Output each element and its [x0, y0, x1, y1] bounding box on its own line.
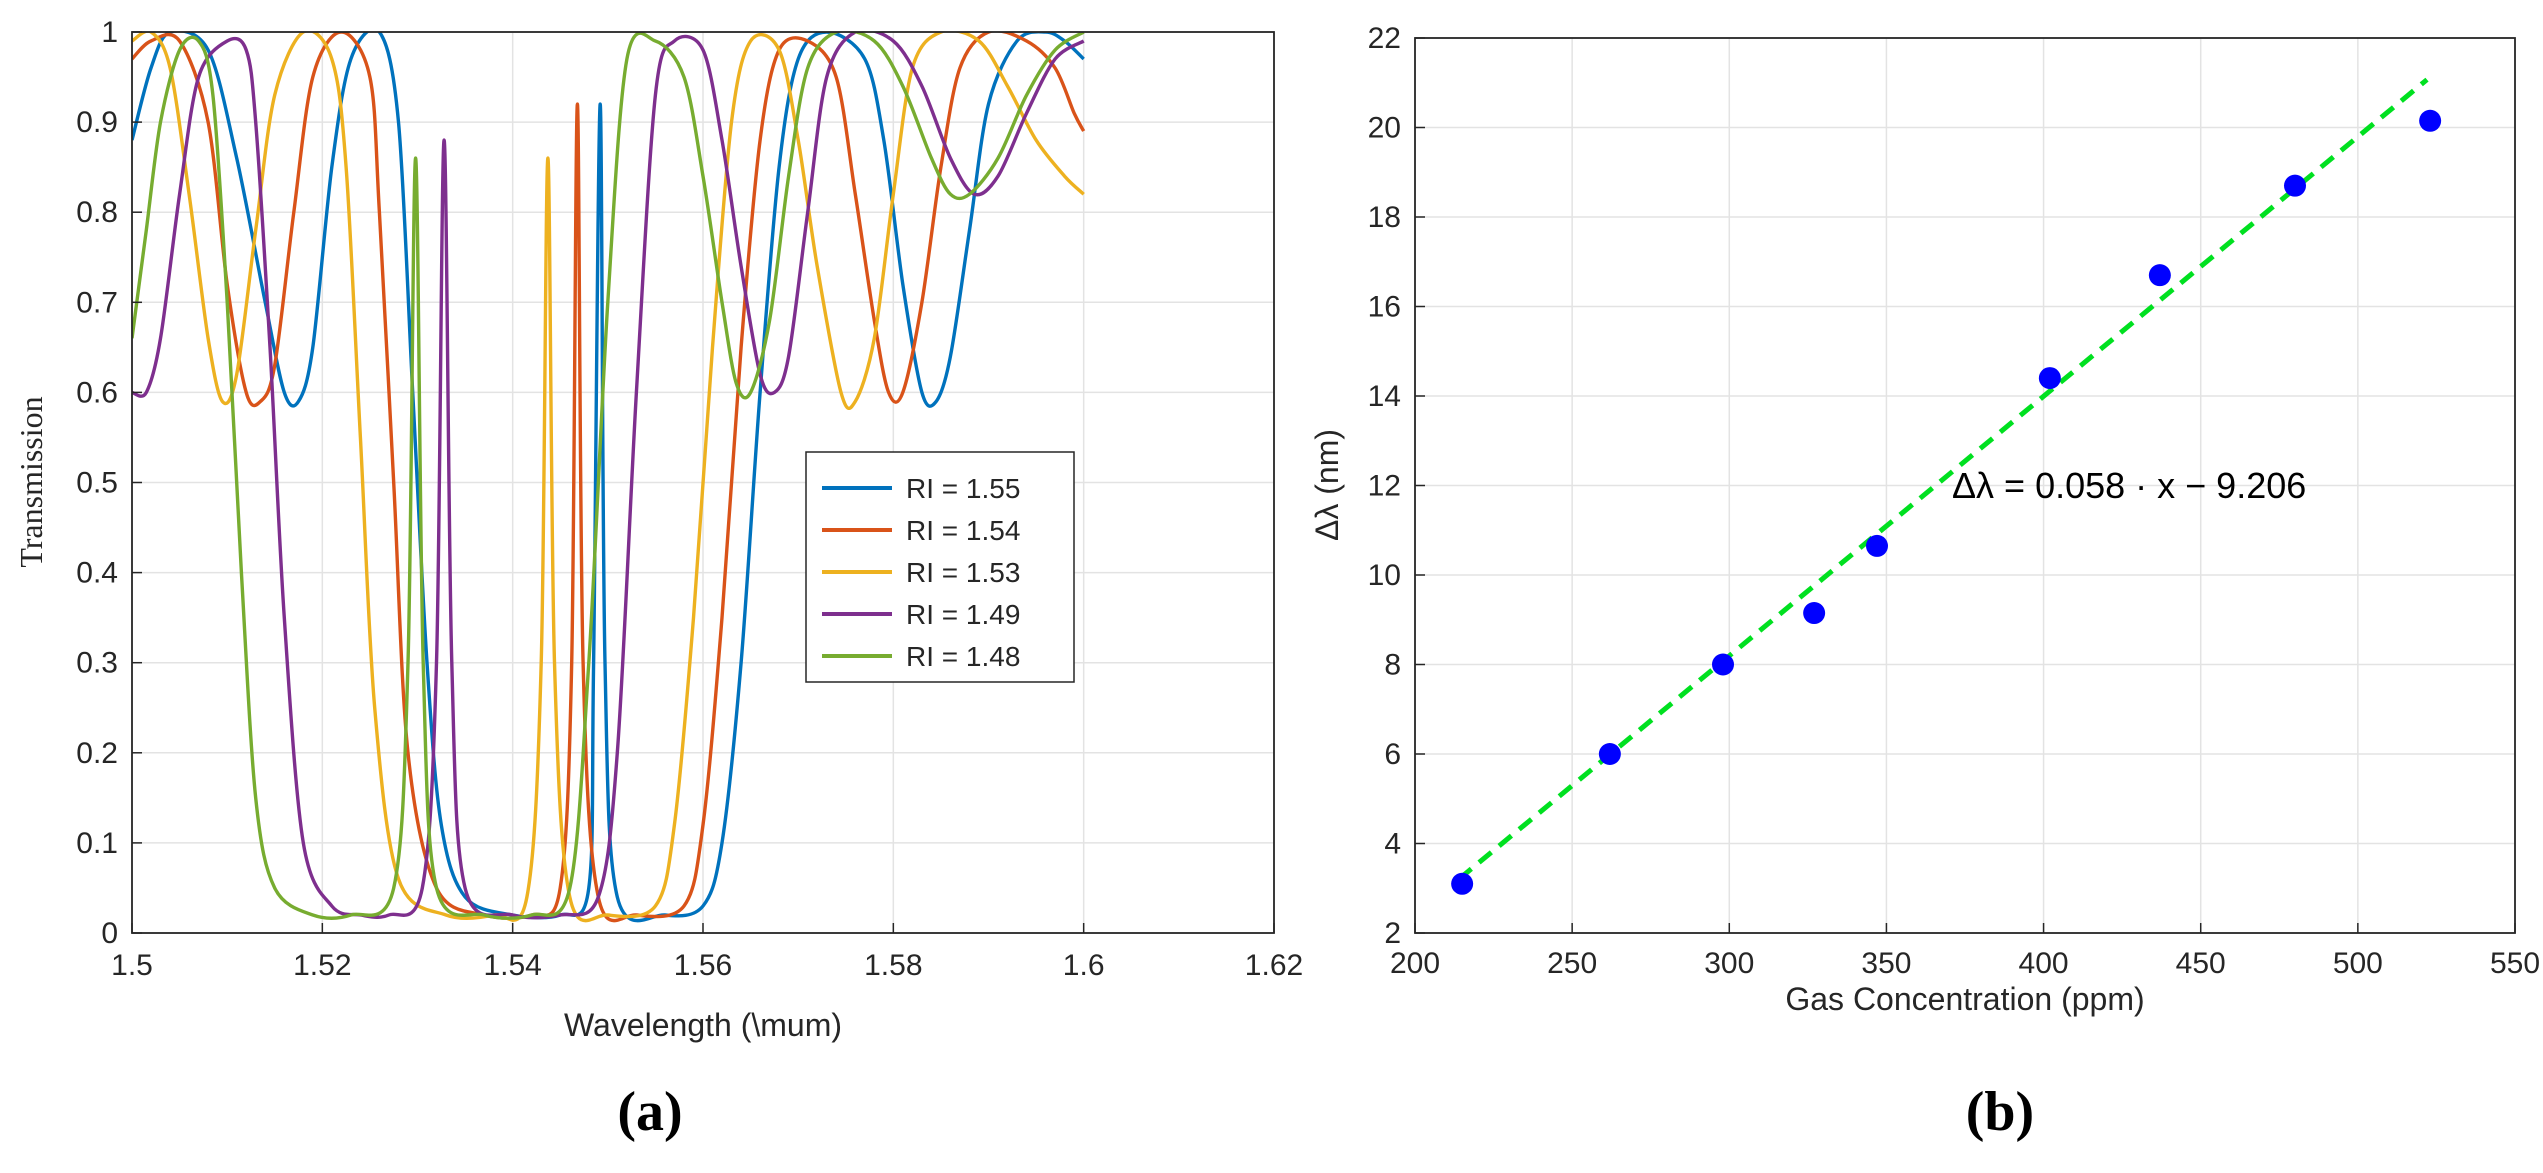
x-tick-label: 400	[2019, 947, 2069, 980]
legend-label: RI = 1.55	[906, 473, 1020, 504]
data-point	[1712, 653, 1734, 676]
plot-b-fit	[1457, 77, 2429, 881]
y-tick-label: 12	[1368, 470, 1401, 503]
legend-label: RI = 1.49	[906, 599, 1020, 630]
x-tick-label: 500	[2333, 947, 2383, 980]
legend-label: RI = 1.54	[906, 515, 1020, 546]
x-tick-label: 1.52	[293, 949, 351, 982]
plot-a-y-ticks: 0 0.1 0.2 0.3 0.4 0.5 0.6 0.7 0.8 0.9 1	[76, 16, 142, 950]
y-tick-label: 1	[101, 16, 118, 49]
plot-b-fit-equation: Δλ = 0.058 · x − 9.206	[1952, 465, 2306, 506]
x-tick-label: 250	[1547, 947, 1597, 980]
x-tick-label: 450	[2176, 947, 2226, 980]
data-point	[2284, 174, 2306, 197]
plot-b-x-ticks: 200 250 300 350 400 450 500 550	[1390, 923, 2540, 980]
series-line	[132, 32, 1085, 923]
caption-a: (a)	[617, 1081, 682, 1143]
plot-a-ylabel: Transmission	[13, 396, 49, 567]
fit-line	[1457, 77, 2429, 881]
x-tick-label: 350	[1861, 947, 1911, 980]
y-tick-label: 0.9	[76, 106, 118, 139]
y-tick-label: 8	[1384, 649, 1401, 682]
plot-a-area	[132, 32, 1086, 923]
data-point	[2148, 264, 2171, 287]
plot-b-y-ticks: 2 4 6 8 10 12 14 16 18 20 22	[1368, 22, 1425, 950]
x-tick-label: 1.54	[483, 949, 541, 982]
y-tick-label: 16	[1368, 291, 1401, 324]
data-point	[2419, 109, 2442, 132]
y-tick-label: 4	[1384, 828, 1401, 861]
plot-b-points	[1451, 109, 2442, 895]
y-tick-label: 6	[1384, 738, 1401, 771]
legend-label: RI = 1.48	[906, 641, 1020, 672]
x-tick-label: 200	[1390, 947, 1440, 980]
y-tick-label: 18	[1368, 201, 1401, 234]
x-tick-label: 1.5	[111, 949, 153, 982]
y-tick-label: 0.6	[76, 376, 118, 409]
y-tick-label: 20	[1368, 112, 1401, 145]
x-tick-label: 1.58	[864, 949, 922, 982]
plot-b-xlabel: Gas Concentration (ppm)	[1785, 981, 2144, 1017]
y-tick-label: 0.3	[76, 647, 118, 680]
y-tick-label: 0.4	[76, 557, 118, 590]
y-tick-label: 22	[1368, 22, 1401, 55]
x-tick-label: 300	[1704, 947, 1754, 980]
caption-b: (b)	[1966, 1081, 2034, 1143]
series-line	[132, 32, 1085, 920]
series-line	[132, 32, 1086, 923]
data-point	[1803, 602, 1826, 625]
y-tick-label: 0.7	[76, 286, 118, 319]
x-tick-label: 1.62	[1245, 949, 1303, 982]
x-tick-label: 1.56	[674, 949, 732, 982]
series-line	[132, 32, 1085, 920]
y-tick-label: 0.5	[76, 467, 118, 500]
data-point	[1598, 743, 1621, 765]
panel-b: 200 250 300 350 400 450 500 550 246810121416182…	[1309, 22, 2540, 1143]
y-tick-label: 0.1	[76, 827, 118, 860]
data-point	[1866, 534, 1888, 557]
panel-a: 1.5 1.52 1.54 1.56 1.58 1.6 1.62 0 0.1 0.2 0.3 0.4…	[13, 16, 1303, 1143]
legend-label: RI = 1.53	[906, 557, 1020, 588]
data-point	[2038, 367, 2061, 390]
y-tick-label: 14	[1368, 380, 1401, 413]
y-tick-label: 0.8	[76, 196, 118, 229]
plot-a-x-ticks: 1.5 1.52 1.54 1.56 1.58 1.6 1.62	[111, 923, 1303, 982]
plot-a-lines	[132, 32, 1086, 923]
y-tick-label: 0.2	[76, 737, 118, 770]
x-tick-label: 1.6	[1063, 949, 1105, 982]
y-tick-label: 10	[1368, 559, 1401, 592]
plot-a-xlabel: Wavelength (\mum)	[564, 1007, 842, 1043]
plot-b-ylabel: Δλ (nm)	[1309, 429, 1345, 541]
y-tick-label: 0	[101, 917, 118, 950]
data-point	[1451, 872, 1474, 895]
x-tick-label: 550	[2490, 947, 2540, 980]
y-tick-label: 2	[1384, 917, 1401, 950]
plot-a-legend: RI = 1.55 RI = 1.54 RI = 1.53 RI = 1.49 RI =…	[805, 451, 1075, 683]
legend-box	[805, 451, 1075, 683]
